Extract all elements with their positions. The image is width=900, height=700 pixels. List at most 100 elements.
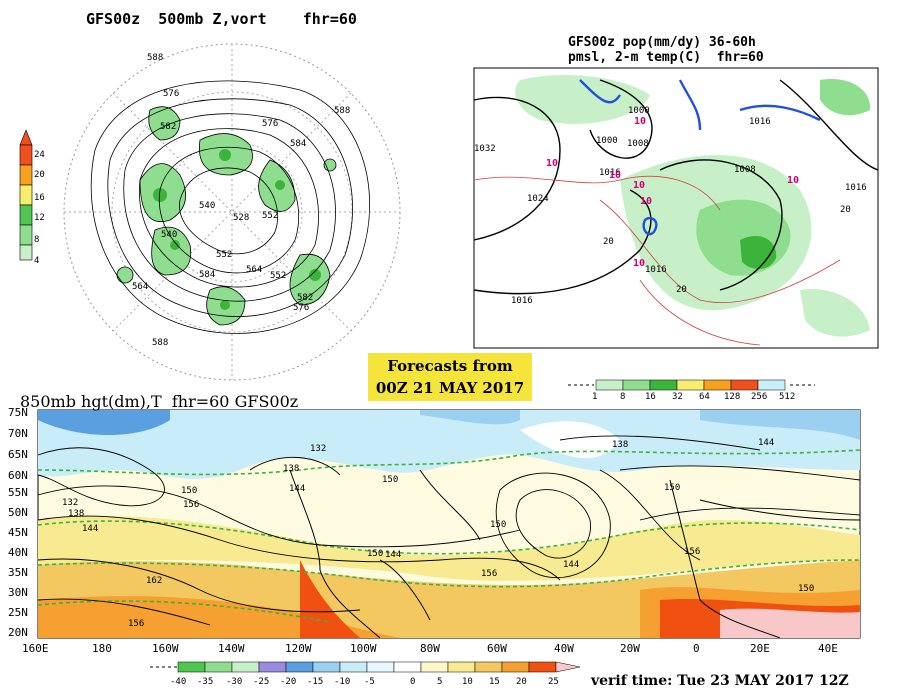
lat-label: 50N xyxy=(8,506,28,519)
verif-time: verif time: Tue 23 MAY 2017 12Z xyxy=(591,673,849,689)
contour-label: 10 xyxy=(634,116,646,127)
contour-label: 10 xyxy=(546,158,558,169)
contour-label: 138 xyxy=(68,509,84,519)
contour-label: 1016 xyxy=(599,168,621,178)
h850-legend-tick: -20 xyxy=(280,677,296,687)
lon-label: 160E xyxy=(22,642,49,655)
contour-label: 1024 xyxy=(527,194,549,204)
vort-legend-label: 12 xyxy=(34,213,45,223)
lat-label: 45N xyxy=(8,526,28,539)
h850-legend-tick: -10 xyxy=(334,677,350,687)
h850-legend-tick: -35 xyxy=(197,677,213,687)
h850-height-labels: 132 138 144 150 156 162 156 138 132 144 … xyxy=(62,438,814,629)
heights-850 xyxy=(37,435,861,626)
contour-label: 564 xyxy=(246,265,262,275)
contour-label: 582 xyxy=(297,293,313,303)
lon-label: 40E xyxy=(818,642,838,655)
lat-label: 55N xyxy=(8,486,28,499)
contour-label: 150 xyxy=(490,520,506,530)
h850-legend-tick: 15 xyxy=(489,677,500,687)
h850-legend-tick: -25 xyxy=(253,677,269,687)
contour-label: 552 xyxy=(270,271,286,281)
precip-legend xyxy=(568,379,815,391)
precip-legend-tick: 512 xyxy=(779,392,795,402)
lat-label: 60N xyxy=(8,469,28,482)
contour-label: 576 xyxy=(293,303,309,313)
h850-lat-axis: 75N 70N 65N 60N 55N 50N 45N 40N 35N 30N … xyxy=(8,406,28,639)
lat-label: 35N xyxy=(8,566,28,579)
h850-legend-tick: -30 xyxy=(226,677,242,687)
coastlines-850 xyxy=(289,469,861,639)
contour-label: 10 xyxy=(633,258,645,269)
contour-label: 552 xyxy=(262,211,278,221)
contour-label: 20 xyxy=(603,237,614,247)
h850-legend-tick: 25 xyxy=(548,677,559,687)
precip-legend-tick: 16 xyxy=(645,392,656,402)
h850-legend-tick: 20 xyxy=(516,677,527,687)
contour-label: 576 xyxy=(262,119,278,129)
contour-label: 588 xyxy=(152,338,168,348)
lon-label: 20E xyxy=(750,642,770,655)
vort-legend-label: 8 xyxy=(34,235,39,245)
contour-label: 1000 xyxy=(628,106,650,116)
contour-label: 20 xyxy=(840,205,851,215)
lat-label: 40N xyxy=(8,546,28,559)
contour-label: 540 xyxy=(161,230,177,240)
precip-legend-tick: 1 xyxy=(592,392,597,402)
precip-title-line1: GFS00z pop(mm/dy) 36-60h xyxy=(568,35,756,50)
contour-label: 1016 xyxy=(645,265,667,275)
contour-label: 150 xyxy=(798,584,814,594)
precip-legend-tick: 8 xyxy=(620,392,625,402)
contour-label: 138 xyxy=(283,464,299,474)
h850-legend-tick: -5 xyxy=(364,677,375,687)
contour-label: 582 xyxy=(160,122,176,132)
vort-contour-labels: 588 576 588 576 582 584 540 528 552 540 … xyxy=(132,53,350,348)
contour-label: 1008 xyxy=(734,165,756,175)
contour-label: 1016 xyxy=(511,296,533,306)
contour-label: 576 xyxy=(163,89,179,99)
lon-label: 140W xyxy=(218,642,245,655)
vort-legend-label: 4 xyxy=(34,256,39,266)
contour-label: 10 xyxy=(787,175,799,186)
contour-label: 150 xyxy=(664,483,680,493)
contour-label: 1016 xyxy=(749,117,771,127)
contour-label: 156 xyxy=(481,569,497,579)
contour-label: 584 xyxy=(199,270,215,280)
lat-label: 25N xyxy=(8,606,28,619)
forecast-line2: 00Z 21 MAY 2017 xyxy=(375,379,525,397)
isotherms-850 xyxy=(37,449,861,623)
lat-label: 65N xyxy=(8,448,28,461)
contour-label: 1032 xyxy=(474,144,496,154)
h850-panel-title: 850mb hgt(dm),T fhr=60 GFS00z xyxy=(20,392,299,411)
contour-label: 150 xyxy=(367,549,383,559)
lat-label: 20N xyxy=(8,626,28,639)
lat-label: 75N xyxy=(8,406,28,419)
lon-label: 180 xyxy=(92,642,112,655)
contour-label: 144 xyxy=(385,550,401,560)
precip-isobar-labels: 1000 1008 1016 1024 1016 1016 1008 1016 … xyxy=(474,106,867,306)
contour-label: 552 xyxy=(216,250,232,260)
contour-label: 150 xyxy=(181,486,197,496)
lat-label: 30N xyxy=(8,586,28,599)
zero-isotherm xyxy=(579,79,821,236)
contour-label: 1008 xyxy=(627,139,649,149)
precip-legend-tick: 256 xyxy=(751,392,767,402)
contour-label: 10 xyxy=(609,170,621,181)
h850-legend-tick: 5 xyxy=(437,677,442,687)
contour-label: 132 xyxy=(62,498,78,508)
lon-label: 160W xyxy=(152,642,179,655)
vort-legend xyxy=(19,129,33,261)
h850-legend-tick: -15 xyxy=(307,677,323,687)
vorticity-cores xyxy=(153,149,321,310)
h850-legend-tick: -40 xyxy=(170,677,186,687)
contour-label: 584 xyxy=(290,139,306,149)
h850-legend-tick: 0 xyxy=(410,677,415,687)
temp-contours xyxy=(473,175,841,346)
polar-disk xyxy=(63,43,401,381)
precip-legend-tick: 32 xyxy=(672,392,683,402)
vort-legend-label: 16 xyxy=(34,193,45,203)
vorticity-fill xyxy=(116,106,337,326)
contour-label: 150 xyxy=(382,475,398,485)
contour-label: 138 xyxy=(612,440,628,450)
